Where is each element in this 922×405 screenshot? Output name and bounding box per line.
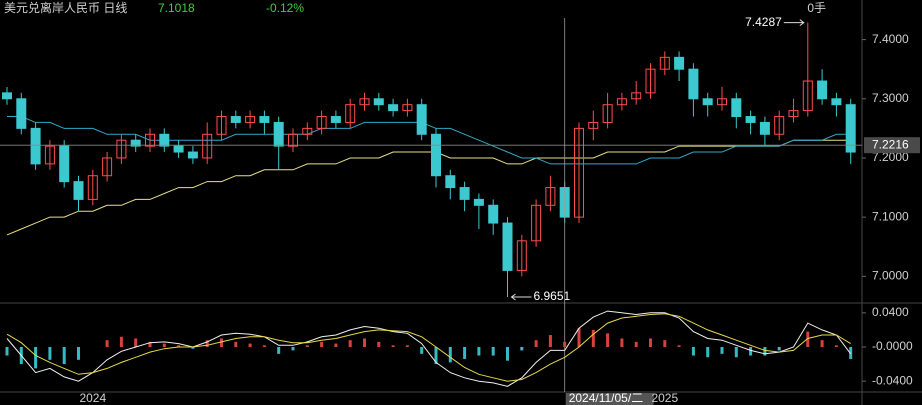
y-tick-label: -0.0400 [872,373,913,387]
candle-body [702,98,713,106]
candle-body [674,56,685,70]
candle-body [602,104,613,123]
candle-body [116,139,127,159]
max-arrow [783,19,805,27]
candle-body [159,133,170,147]
moving-average [7,116,851,165]
y-tick-label: -0.0000 [872,339,913,353]
candle-body [731,98,742,118]
candle-body [431,133,441,177]
moving-average [6,139,851,236]
candle-body [473,198,484,206]
candle-body [759,121,770,135]
candle-body [659,56,670,70]
candle-body [588,121,599,129]
candle-body [302,127,313,135]
candle-body [102,157,113,177]
chart-title: 美元兑离岸人民币 日线 [4,0,127,15]
candle-body [616,98,627,106]
candle-body [345,104,356,123]
candle-body [531,204,542,242]
candle-body [488,204,499,224]
candle-body [230,116,241,123]
cursor-date: 2024/11/05/二 [569,391,644,405]
min-arrow [510,293,532,301]
candle-body [59,145,70,183]
candle-body [44,145,55,165]
candle-body [631,92,642,100]
candle-body [817,80,828,100]
candle-body [502,222,513,271]
candle-body [73,181,84,200]
macd-line [6,310,852,387]
candle-body [402,104,413,112]
candle-body [173,145,184,153]
candle-body [802,80,813,112]
candle-body [845,104,856,153]
y-tick-label: 7.2000 [872,150,909,164]
candle-body [273,121,284,147]
max-label: 7.4287 [745,15,782,29]
volume: 0手 [807,1,826,15]
x-tick-label: 2024 [79,391,106,405]
y-tick-label: 7.4000 [872,32,909,46]
candle-body [373,98,384,106]
candle-body [30,127,41,165]
y-tick-label: 7.1000 [872,209,909,223]
candle-body [288,133,298,147]
candle-body [831,98,842,106]
candle-body [688,68,699,100]
candle-body [187,151,198,159]
candle-body [16,98,27,129]
y-tick-label: 0.0400 [872,305,909,319]
change: -0.12% [266,1,304,15]
candle-body [359,98,370,106]
y-tick-label: 7.0000 [872,268,909,282]
candle-body [717,98,727,106]
x-tick-label: 2025 [651,391,678,405]
candle-body [445,175,456,189]
candle-body [130,139,141,147]
candle-body [416,104,427,135]
candle-body [388,104,399,112]
min-label: 6.9651 [534,289,571,303]
candle-body [245,116,256,123]
candle-body [745,116,756,123]
last-value: 7.1018 [158,1,195,15]
current-price-box [864,137,920,154]
candle-body [645,68,656,94]
candle-body [516,240,527,271]
candle-body [202,133,213,159]
candle-body [316,116,327,129]
candle-body [87,175,98,200]
candle-body [574,127,584,218]
current-price-label: 7.2216 [872,137,909,151]
candle-body [259,116,270,123]
candle-body [788,110,799,118]
candle-body [459,187,470,200]
candle-body [774,116,785,135]
candle-body [2,92,12,100]
candle-body [145,133,155,147]
macd-line [6,313,851,382]
cursor-date-box [565,393,654,405]
candle-body [216,116,227,135]
y-tick-label: 7.3000 [872,91,909,105]
candle-body [330,116,341,123]
candle-body [545,187,556,206]
